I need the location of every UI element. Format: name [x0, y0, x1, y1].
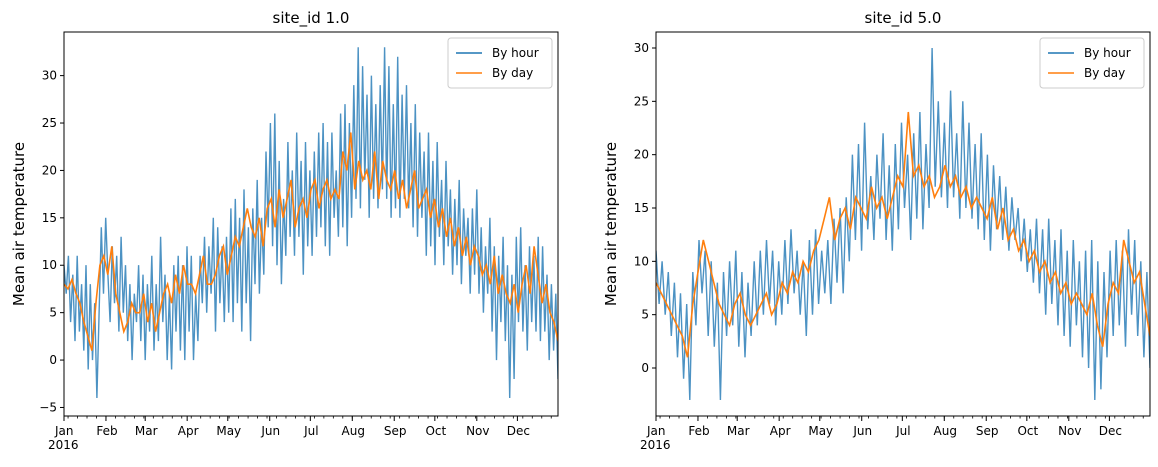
legend-label: By day [492, 66, 533, 80]
series-line-by-day [656, 111, 1150, 358]
plot-frame [655, 31, 1151, 417]
y-tick-label: −5 [39, 400, 57, 414]
series-line-by-hour [64, 47, 558, 399]
y-tick-label: 10 [634, 254, 649, 268]
x-tick-label: Dec [507, 424, 530, 438]
x-tick-label: Jan [54, 424, 74, 438]
legend: By hour By day [1039, 37, 1145, 89]
series-line-by-hour [656, 47, 1150, 401]
x-tick-label: Feb [688, 424, 709, 438]
legend-label: By hour [492, 46, 539, 60]
chart-title: site_id 1.0 [273, 9, 350, 28]
y-tick-label: 25 [42, 116, 57, 130]
y-tick-label: 30 [42, 69, 57, 83]
y-axis-label: Mean air temperature [602, 142, 620, 306]
x-tick-label: Apr [770, 424, 791, 438]
legend: By hour By day [447, 37, 553, 89]
x-tick-label: Feb [96, 424, 117, 438]
y-tick-label: 5 [641, 308, 649, 322]
x-tick-label: Aug [342, 424, 365, 438]
x-tick-label: Sep [384, 424, 407, 438]
legend-label: By day [1084, 66, 1125, 80]
x-tick-label: Jul [895, 424, 910, 438]
legend-label: By hour [1084, 46, 1131, 60]
x-tick-label: Aug [934, 424, 957, 438]
x-tick-label: Jun [852, 424, 872, 438]
x-tick-label: Mar [727, 424, 750, 438]
x-tick-label: Dec [1099, 424, 1122, 438]
y-tick-label: 10 [42, 258, 57, 272]
y-tick-label: 5 [49, 306, 57, 320]
y-tick-label: 15 [634, 201, 649, 215]
chart-1: site_id 1.0 Mean air temperature −5 0 5 10 15 2… [10, 9, 559, 452]
x-tick-label: Sep [976, 424, 999, 438]
y-tick-label: 0 [49, 353, 57, 367]
x-tick-label: Jun [260, 424, 280, 438]
chart-2: site_id 5.0 Mean air temperature 0 5 10 15 20 2… [602, 9, 1151, 452]
y-tick-label: 15 [42, 211, 57, 225]
plot-frame [63, 31, 559, 417]
legend-box [447, 37, 553, 89]
series-line-by-day [64, 132, 558, 351]
x-year-label: 2016 [48, 438, 79, 452]
y-tick-label: 0 [641, 361, 649, 375]
x-tick-label: Jul [303, 424, 318, 438]
legend-box [1039, 37, 1145, 89]
x-tick-label: Jan [646, 424, 666, 438]
x-year-label: 2016 [640, 438, 671, 452]
x-tick-label: Oct [425, 424, 446, 438]
x-tick-label: Mar [135, 424, 158, 438]
y-tick-label: 20 [634, 148, 649, 162]
y-tick-label: 30 [634, 41, 649, 55]
x-tick-label: May [808, 424, 833, 438]
x-tick-label: Apr [178, 424, 199, 438]
x-tick-label: Oct [1017, 424, 1038, 438]
y-tick-label: 25 [634, 94, 649, 108]
x-tick-label: Nov [1058, 424, 1081, 438]
chart-title: site_id 5.0 [865, 9, 942, 28]
y-axis-label: Mean air temperature [10, 142, 28, 306]
x-tick-label: May [216, 424, 241, 438]
x-tick-label: Nov [466, 424, 489, 438]
y-tick-label: 20 [42, 163, 57, 177]
